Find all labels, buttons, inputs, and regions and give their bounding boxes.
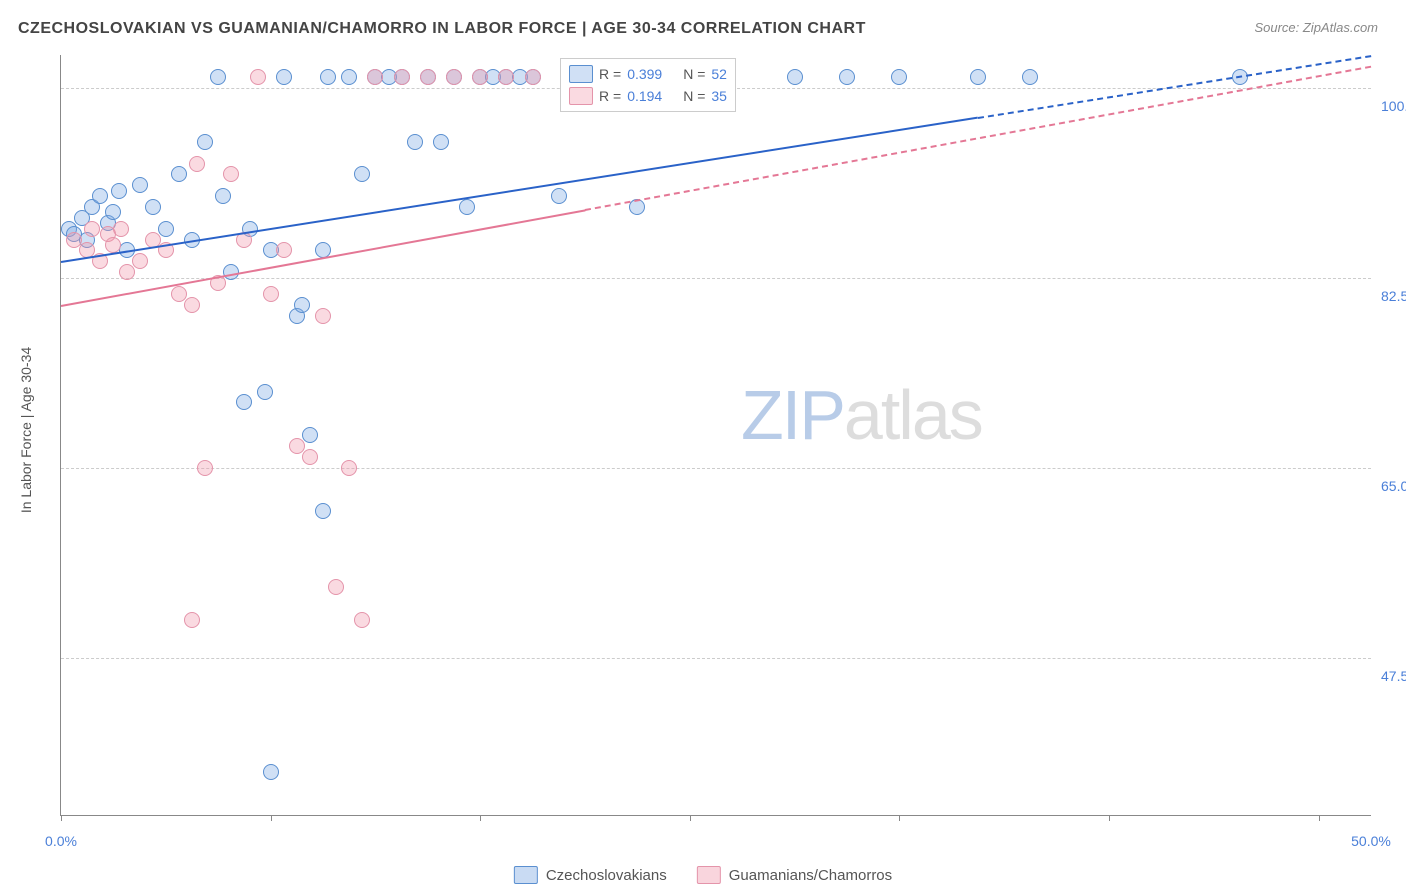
gridline bbox=[61, 278, 1371, 279]
data-point bbox=[197, 134, 213, 150]
data-point bbox=[210, 69, 226, 85]
data-point bbox=[294, 297, 310, 313]
legend-item-guam: Guamanians/Chamorros bbox=[697, 866, 892, 884]
data-point bbox=[891, 69, 907, 85]
gridline bbox=[61, 468, 1371, 469]
data-point bbox=[132, 177, 148, 193]
y-axis-label: In Labor Force | Age 30-34 bbox=[18, 347, 34, 513]
stats-legend-row: R = 0.194 N = 35 bbox=[569, 85, 727, 107]
x-tick bbox=[480, 815, 481, 821]
y-tick-label: 100.0% bbox=[1381, 98, 1406, 114]
data-point bbox=[111, 183, 127, 199]
data-point bbox=[341, 460, 357, 476]
data-point bbox=[92, 188, 108, 204]
data-point bbox=[215, 188, 231, 204]
data-point bbox=[525, 69, 541, 85]
data-point bbox=[354, 166, 370, 182]
watermark-zip: ZIP bbox=[741, 376, 844, 454]
data-point bbox=[787, 69, 803, 85]
data-point bbox=[407, 134, 423, 150]
data-point bbox=[839, 69, 855, 85]
stats-legend: R = 0.399 N = 52 R = 0.194 N = 35 bbox=[560, 58, 736, 112]
data-point bbox=[315, 503, 331, 519]
data-point bbox=[970, 69, 986, 85]
x-tick-label: 50.0% bbox=[1351, 833, 1391, 849]
legend-label-czech: Czechoslovakians bbox=[546, 867, 667, 884]
scatter-plot-area: ZIPatlas 47.5%65.0%82.5%100.0%0.0%50.0% bbox=[60, 55, 1371, 816]
legend-bottom: Czechoslovakians Guamanians/Chamorros bbox=[514, 866, 892, 884]
data-point bbox=[184, 297, 200, 313]
data-point bbox=[315, 308, 331, 324]
gridline bbox=[61, 658, 1371, 659]
data-point bbox=[184, 612, 200, 628]
x-tick bbox=[61, 815, 62, 821]
n-value: 52 bbox=[711, 66, 727, 82]
n-label: N = bbox=[683, 88, 705, 104]
data-point bbox=[263, 286, 279, 302]
data-point bbox=[84, 221, 100, 237]
x-tick-label: 0.0% bbox=[45, 833, 77, 849]
data-point bbox=[132, 253, 148, 269]
y-tick-label: 47.5% bbox=[1381, 668, 1406, 684]
data-point bbox=[1022, 69, 1038, 85]
data-point bbox=[302, 449, 318, 465]
data-point bbox=[302, 427, 318, 443]
source-attribution: Source: ZipAtlas.com bbox=[1254, 20, 1378, 35]
chart-title: CZECHOSLOVAKIAN VS GUAMANIAN/CHAMORRO IN… bbox=[18, 20, 866, 38]
data-point bbox=[459, 199, 475, 215]
data-point bbox=[394, 69, 410, 85]
r-label: R = bbox=[599, 66, 621, 82]
x-tick bbox=[1319, 815, 1320, 821]
data-point bbox=[197, 460, 213, 476]
watermark-atlas: atlas bbox=[844, 376, 982, 454]
swatch-czech bbox=[514, 866, 538, 884]
data-point bbox=[263, 764, 279, 780]
data-point bbox=[171, 166, 187, 182]
watermark: ZIPatlas bbox=[741, 375, 982, 455]
x-tick bbox=[899, 815, 900, 821]
data-point bbox=[257, 384, 273, 400]
data-point bbox=[498, 69, 514, 85]
data-point bbox=[223, 166, 239, 182]
data-point bbox=[420, 69, 436, 85]
r-value: 0.194 bbox=[627, 88, 677, 104]
x-tick bbox=[271, 815, 272, 821]
y-tick-label: 82.5% bbox=[1381, 288, 1406, 304]
n-label: N = bbox=[683, 66, 705, 82]
data-point bbox=[341, 69, 357, 85]
data-point bbox=[367, 69, 383, 85]
data-point bbox=[276, 69, 292, 85]
swatch bbox=[569, 65, 593, 83]
data-point bbox=[328, 579, 344, 595]
legend-label-guam: Guamanians/Chamorros bbox=[729, 867, 892, 884]
x-tick bbox=[690, 815, 691, 821]
data-point bbox=[189, 156, 205, 172]
data-point bbox=[276, 242, 292, 258]
data-point bbox=[551, 188, 567, 204]
y-tick-label: 65.0% bbox=[1381, 478, 1406, 494]
data-point bbox=[113, 221, 129, 237]
n-value: 35 bbox=[711, 88, 727, 104]
swatch-guam bbox=[697, 866, 721, 884]
legend-item-czech: Czechoslovakians bbox=[514, 866, 667, 884]
r-label: R = bbox=[599, 88, 621, 104]
data-point bbox=[105, 204, 121, 220]
data-point bbox=[158, 221, 174, 237]
data-point bbox=[433, 134, 449, 150]
data-point bbox=[320, 69, 336, 85]
data-point bbox=[354, 612, 370, 628]
data-point bbox=[446, 69, 462, 85]
r-value: 0.399 bbox=[627, 66, 677, 82]
data-point bbox=[119, 264, 135, 280]
stats-legend-row: R = 0.399 N = 52 bbox=[569, 63, 727, 85]
swatch bbox=[569, 87, 593, 105]
data-point bbox=[105, 237, 121, 253]
data-point bbox=[472, 69, 488, 85]
data-point bbox=[250, 69, 266, 85]
data-point bbox=[145, 199, 161, 215]
data-point bbox=[236, 394, 252, 410]
x-tick bbox=[1109, 815, 1110, 821]
